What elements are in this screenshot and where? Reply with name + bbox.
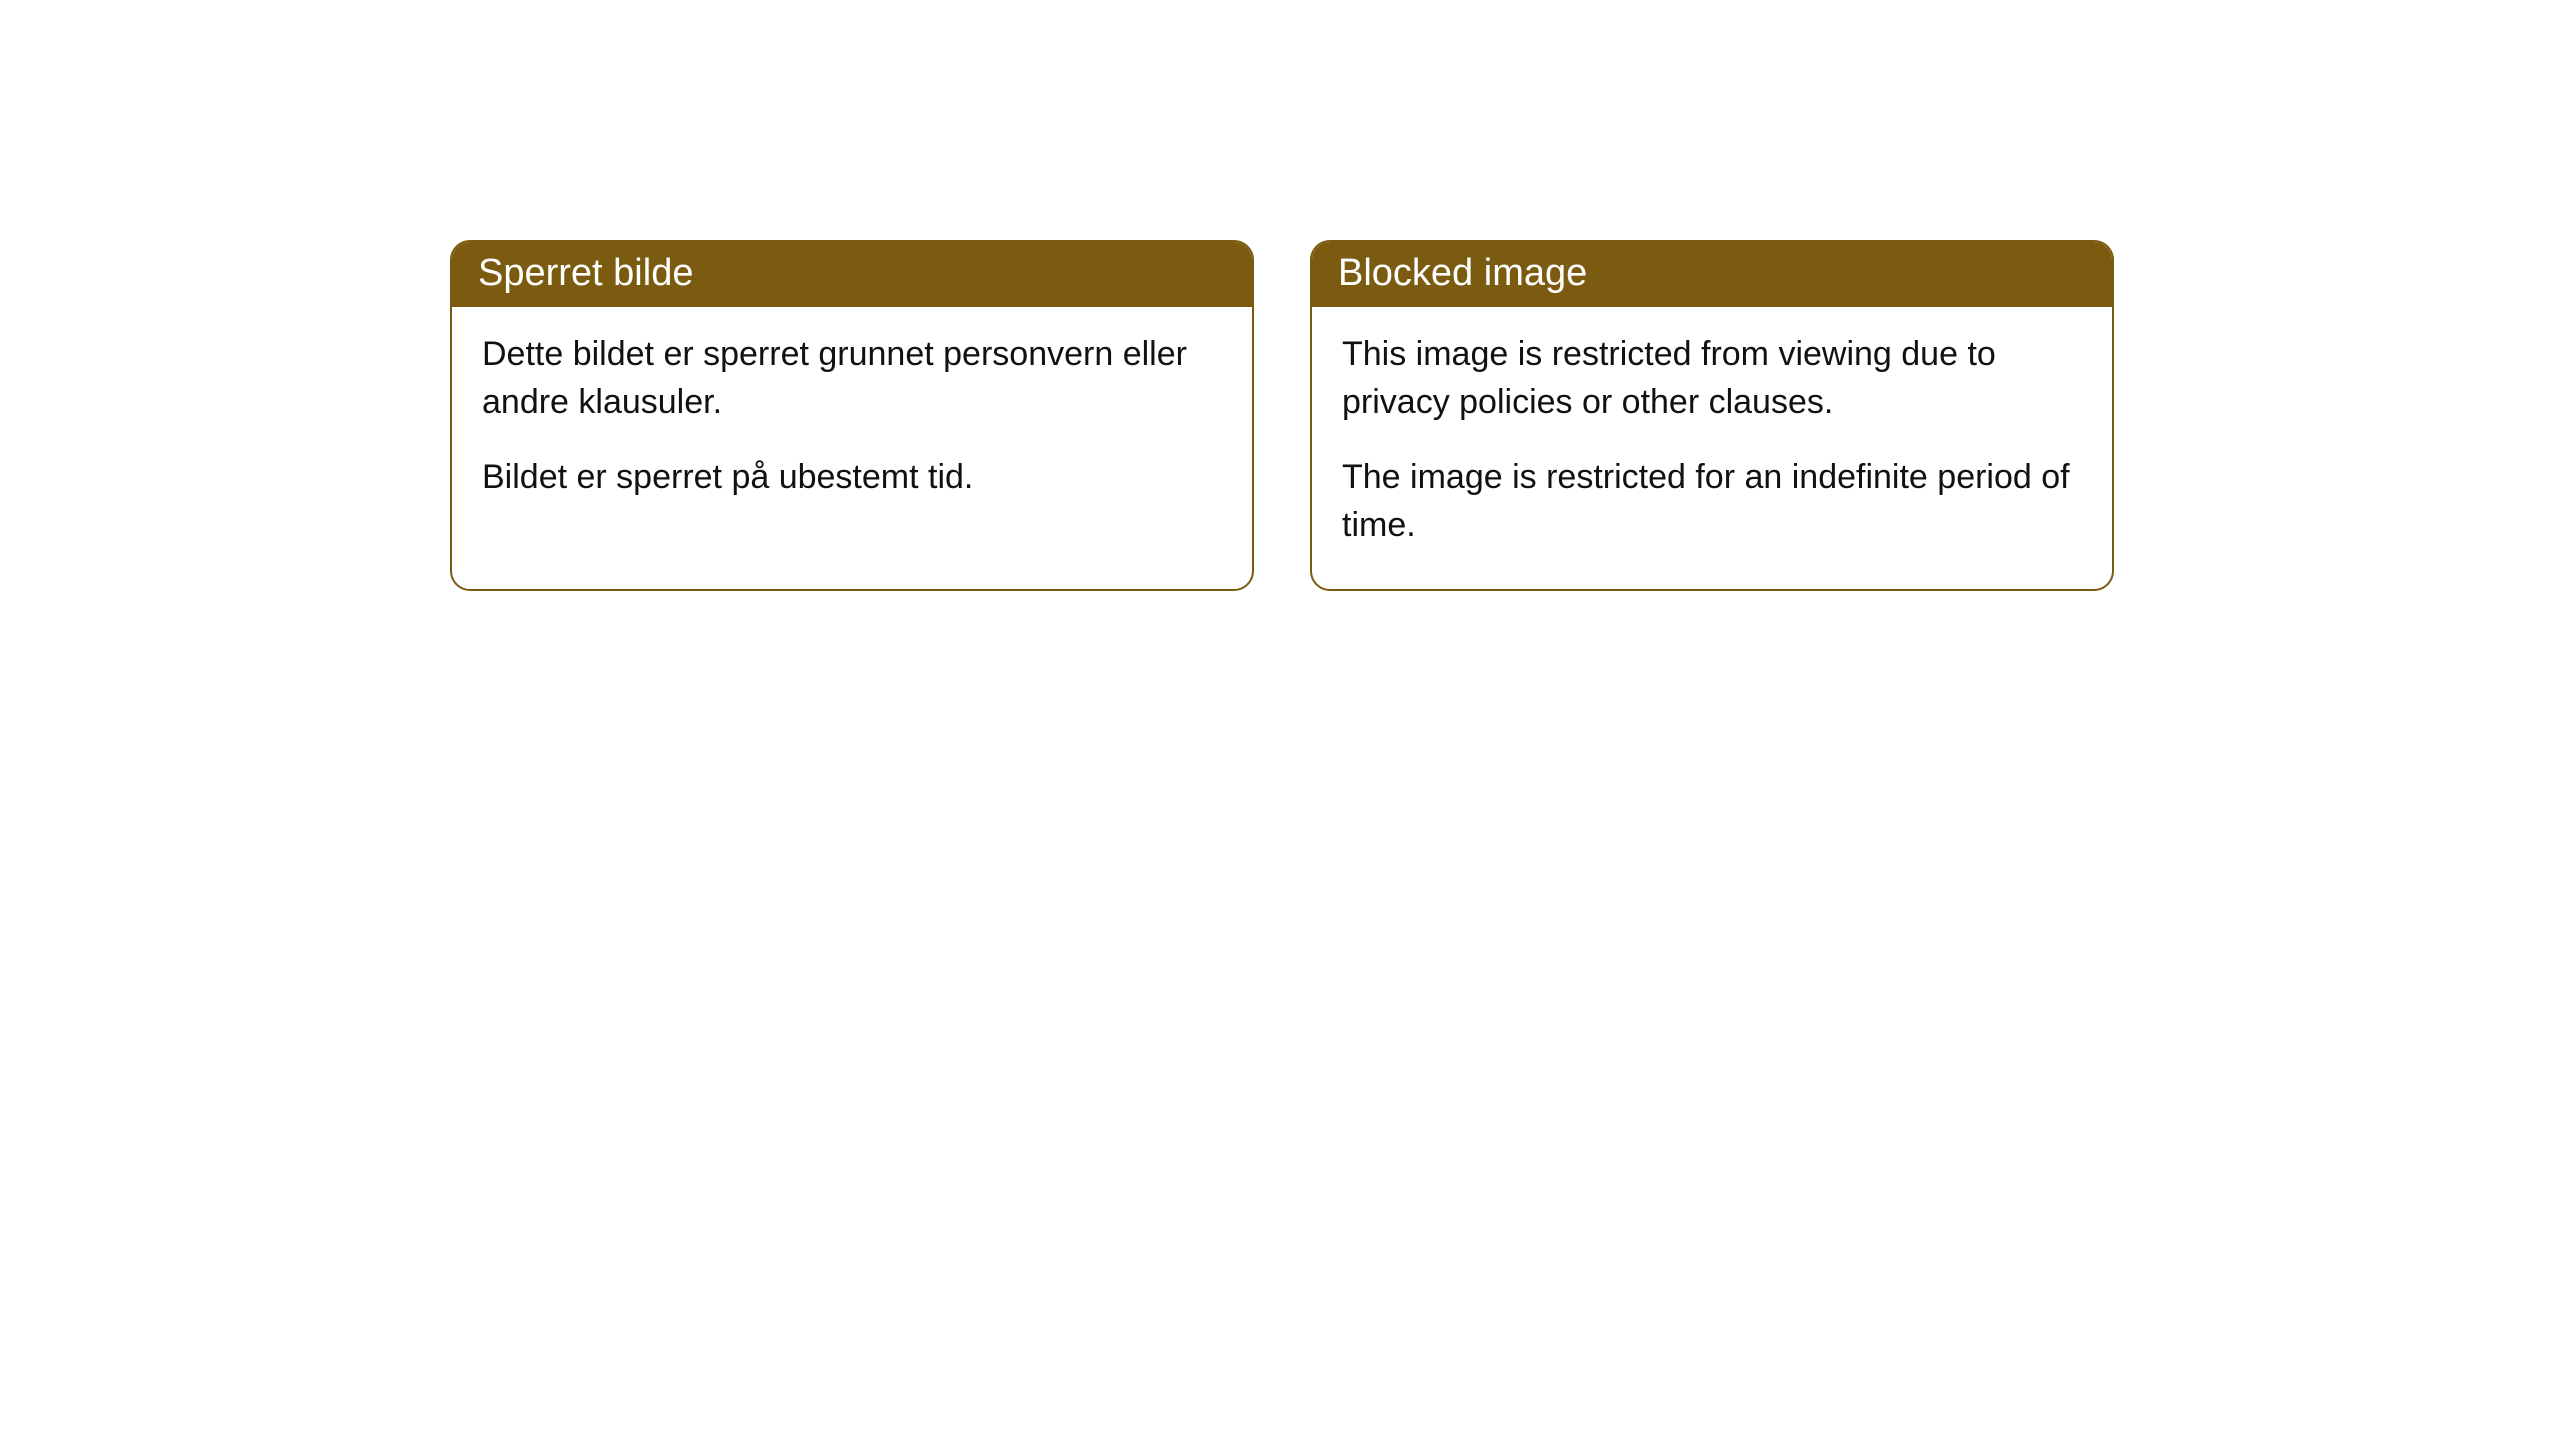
card-header-no: Sperret bilde xyxy=(452,242,1252,307)
blocked-image-card-en: Blocked image This image is restricted f… xyxy=(1310,240,2114,591)
card-paragraph: Bildet er sperret på ubestemt tid. xyxy=(482,454,1222,502)
card-paragraph: The image is restricted for an indefinit… xyxy=(1342,454,2082,549)
card-header-en: Blocked image xyxy=(1312,242,2112,307)
card-body-no: Dette bildet er sperret grunnet personve… xyxy=(452,307,1252,542)
notice-cards-container: Sperret bilde Dette bildet er sperret gr… xyxy=(0,0,2560,591)
blocked-image-card-no: Sperret bilde Dette bildet er sperret gr… xyxy=(450,240,1254,591)
card-paragraph: This image is restricted from viewing du… xyxy=(1342,331,2082,426)
card-body-en: This image is restricted from viewing du… xyxy=(1312,307,2112,589)
card-paragraph: Dette bildet er sperret grunnet personve… xyxy=(482,331,1222,426)
